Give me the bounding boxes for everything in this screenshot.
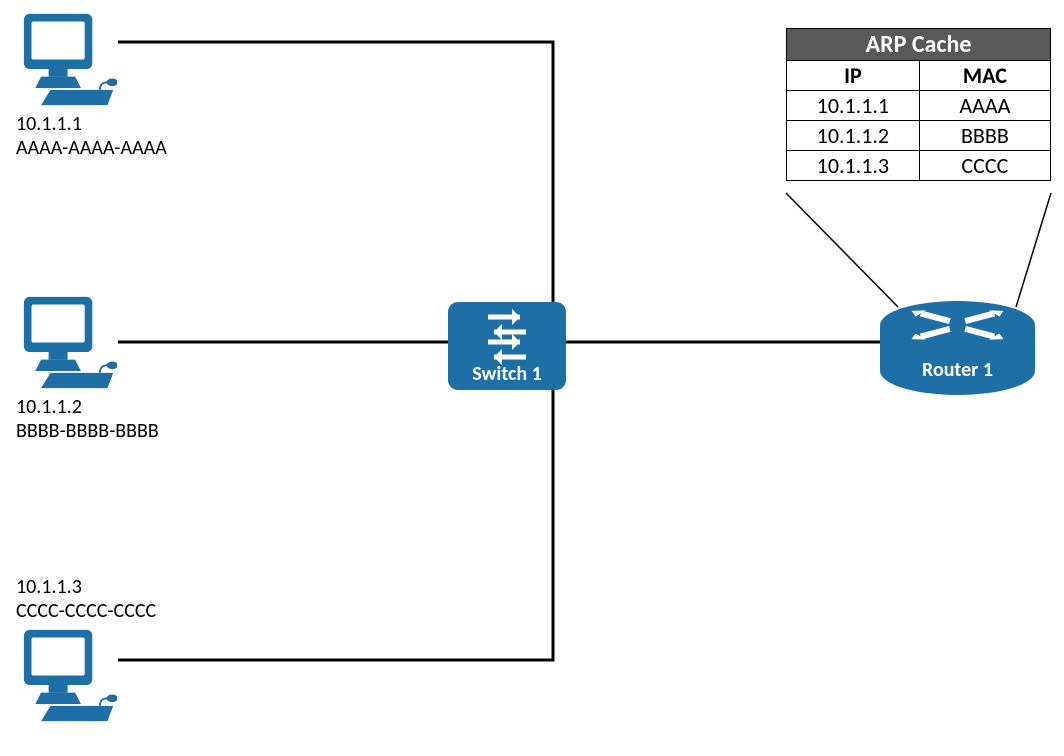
pc2-label: PC2 [36, 315, 67, 339]
router-device: Router 1 [880, 295, 1035, 395]
pc2-ip: 10.1.1.2 [16, 395, 159, 419]
pc2-info: 10.1.1.2BBBB-BBBB-BBBB [16, 395, 159, 443]
arp-col-mac: MAC [919, 61, 1050, 91]
pc3-label: PC3 [36, 648, 67, 672]
arp-cell: AAAA [919, 91, 1050, 121]
switch-device: Switch 1 [448, 302, 566, 390]
pc1-device [22, 12, 112, 102]
network-diagram: PC110.1.1.1AAAA-AAAA-AAAAPC210.1.1.2BBBB… [0, 0, 1064, 756]
pc-icon [22, 295, 117, 390]
pc2-mac: BBBB-BBBB-BBBB [16, 419, 159, 443]
router-label: Router 1 [880, 358, 1035, 382]
arp-row: 10.1.1.2BBBB [787, 121, 1051, 151]
arp-cell: 10.1.1.3 [787, 151, 920, 181]
arp-title: ARP Cache [787, 29, 1051, 61]
pc3-mac: CCCC-CCCC-CCCC [16, 599, 156, 623]
arp-cell: 10.1.1.1 [787, 91, 920, 121]
arp-cell: 10.1.1.2 [787, 121, 920, 151]
pc1-ip: 10.1.1.1 [16, 112, 167, 136]
pc1-mac: AAAA-AAAA-AAAA [16, 136, 167, 160]
pc3-info: 10.1.1.3CCCC-CCCC-CCCC [16, 575, 156, 623]
arp-cell: CCCC [919, 151, 1050, 181]
arp-cell: BBBB [919, 121, 1050, 151]
pc-icon [22, 628, 117, 723]
pc-icon [22, 12, 117, 107]
arp-row: 10.1.1.1AAAA [787, 91, 1051, 121]
pc1-label: PC1 [36, 32, 67, 56]
arp-col-ip: IP [787, 61, 920, 91]
pc2-device [22, 295, 112, 385]
switch-label: Switch 1 [448, 362, 566, 386]
arp-row: 10.1.1.3CCCC [787, 151, 1051, 181]
arp-cache-table: ARP Cache IPMAC 10.1.1.1AAAA10.1.1.2BBBB… [786, 28, 1051, 181]
pc3-device [22, 628, 112, 718]
pc3-ip: 10.1.1.3 [16, 575, 156, 599]
pc1-info: 10.1.1.1AAAA-AAAA-AAAA [16, 112, 167, 160]
